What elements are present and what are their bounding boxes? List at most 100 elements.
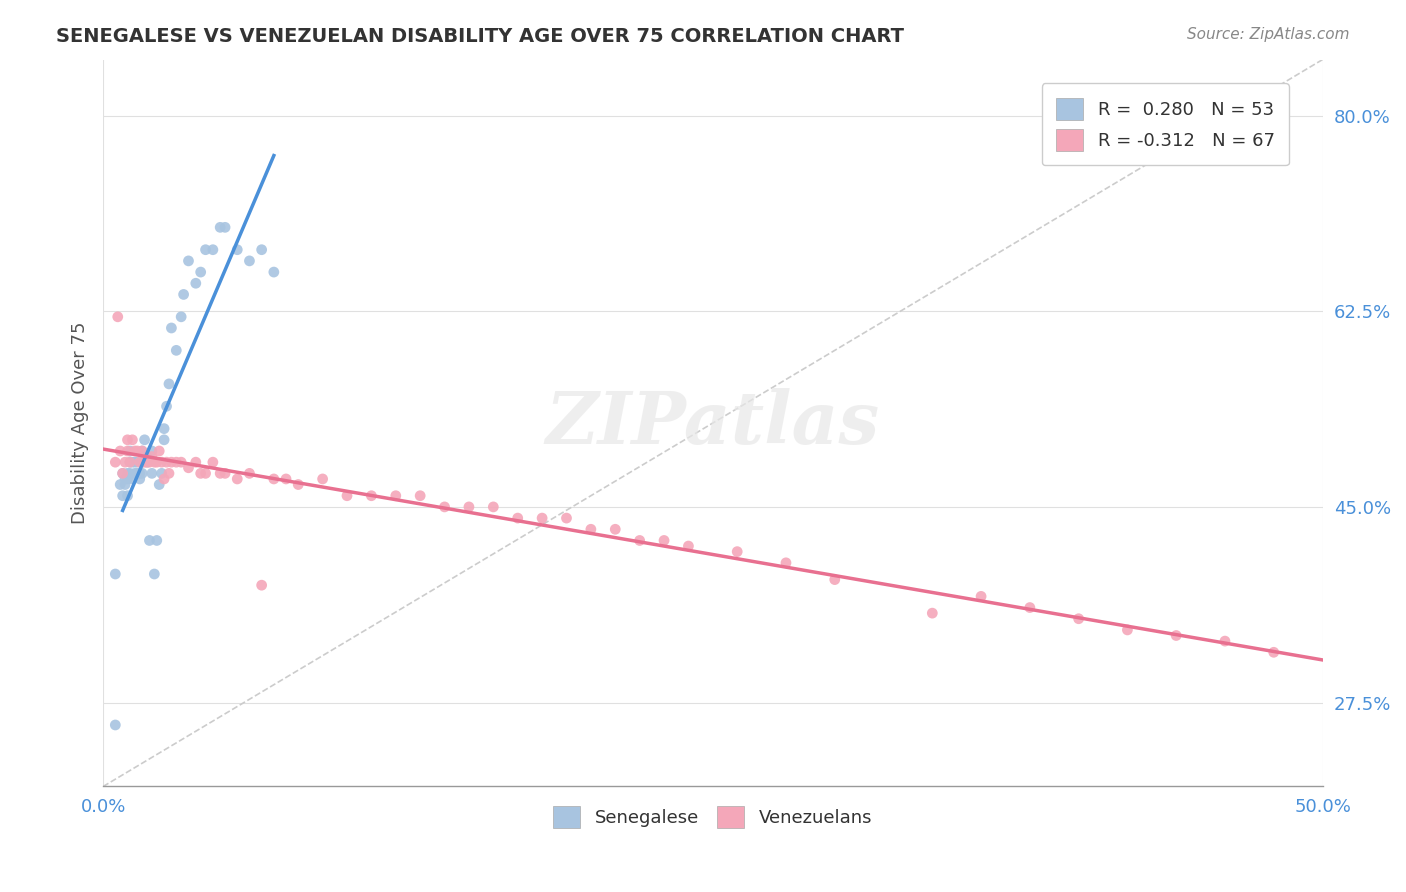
Point <box>138 533 160 548</box>
Point <box>114 455 136 469</box>
Point <box>117 433 139 447</box>
Point <box>1018 600 1040 615</box>
Point <box>194 467 217 481</box>
Point <box>153 433 176 447</box>
Point <box>127 467 149 481</box>
Point <box>177 460 200 475</box>
Point <box>148 444 170 458</box>
Y-axis label: Disability Age Over 75: Disability Age Over 75 <box>72 322 89 524</box>
Point <box>209 220 232 235</box>
Point <box>579 522 602 536</box>
Point <box>238 253 260 268</box>
Point <box>605 522 627 536</box>
Point <box>111 467 134 481</box>
Point <box>250 578 273 592</box>
Point <box>250 243 273 257</box>
Point <box>108 477 131 491</box>
Point <box>652 533 675 548</box>
Point <box>117 472 139 486</box>
Point <box>128 467 150 481</box>
Point <box>118 467 141 481</box>
Point <box>201 455 224 469</box>
Point <box>360 489 382 503</box>
Point <box>153 472 176 486</box>
Point <box>131 455 153 469</box>
Point <box>160 321 183 335</box>
Point <box>127 444 149 458</box>
Point <box>128 472 150 486</box>
Point <box>134 455 156 469</box>
Point <box>148 477 170 491</box>
Point <box>150 467 173 481</box>
Point <box>1263 645 1285 659</box>
Point <box>336 489 359 503</box>
Point <box>384 489 406 503</box>
Point <box>173 287 195 301</box>
Point <box>118 455 141 469</box>
Point <box>1213 634 1236 648</box>
Point <box>824 573 846 587</box>
Point <box>226 472 249 486</box>
Point <box>555 511 578 525</box>
Point <box>184 277 207 291</box>
Point <box>111 467 134 481</box>
Point <box>921 606 943 620</box>
Point <box>287 477 309 491</box>
Point <box>1116 623 1139 637</box>
Point <box>155 399 177 413</box>
Point <box>150 455 173 469</box>
Point <box>107 310 129 324</box>
Point <box>124 467 146 481</box>
Point <box>725 544 748 558</box>
Point <box>146 455 169 469</box>
Point <box>121 472 143 486</box>
Point <box>157 467 180 481</box>
Point <box>117 489 139 503</box>
Legend: Senegalese, Venezuelans: Senegalese, Venezuelans <box>546 799 880 836</box>
Point <box>114 477 136 491</box>
Point <box>184 455 207 469</box>
Point <box>170 310 193 324</box>
Point <box>134 433 156 447</box>
Point <box>263 472 285 486</box>
Point <box>209 467 232 481</box>
Point <box>128 455 150 469</box>
Point <box>131 444 153 458</box>
Point <box>177 253 200 268</box>
Point <box>104 455 127 469</box>
Point <box>127 455 149 469</box>
Point <box>153 422 176 436</box>
Point <box>118 444 141 458</box>
Point <box>138 455 160 469</box>
Point <box>141 467 163 481</box>
Point <box>214 467 236 481</box>
Point <box>136 455 159 469</box>
Text: SENEGALESE VS VENEZUELAN DISABILITY AGE OVER 75 CORRELATION CHART: SENEGALESE VS VENEZUELAN DISABILITY AGE … <box>56 27 904 45</box>
Point <box>146 533 169 548</box>
Point <box>1067 612 1090 626</box>
Point <box>458 500 481 514</box>
Point <box>117 444 139 458</box>
Point <box>433 500 456 514</box>
Point <box>141 444 163 458</box>
Point <box>165 455 187 469</box>
Point <box>121 433 143 447</box>
Point <box>190 467 212 481</box>
Point <box>121 455 143 469</box>
Point <box>274 472 297 486</box>
Point <box>118 455 141 469</box>
Point <box>970 590 993 604</box>
Point <box>263 265 285 279</box>
Point <box>124 444 146 458</box>
Point <box>131 444 153 458</box>
Point <box>201 243 224 257</box>
Point <box>311 472 333 486</box>
Point <box>143 455 166 469</box>
Point <box>104 567 127 582</box>
Point <box>131 467 153 481</box>
Point <box>143 567 166 582</box>
Point <box>1166 628 1188 642</box>
Point <box>409 489 432 503</box>
Point <box>155 455 177 469</box>
Point <box>157 376 180 391</box>
